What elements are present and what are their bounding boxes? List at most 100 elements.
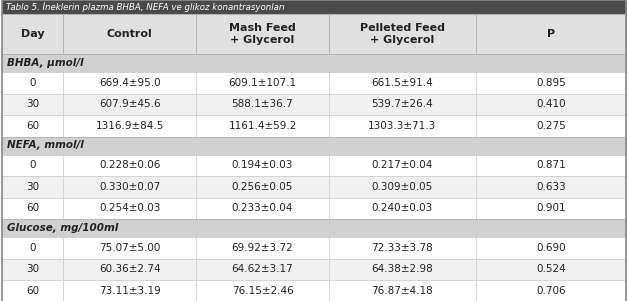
Text: 539.7±26.4: 539.7±26.4 (371, 99, 433, 109)
Bar (2, 0, 626, 14)
Bar (196, 176, 329, 197)
Bar (63, 176, 196, 197)
Bar (2, 14, 626, 54)
Bar (196, 259, 329, 280)
Text: 0.275: 0.275 (536, 121, 566, 131)
Bar (63, 259, 196, 280)
Bar (329, 197, 475, 219)
Bar (196, 72, 329, 94)
Bar (475, 197, 626, 219)
Text: Control: Control (107, 29, 153, 39)
Bar (475, 115, 626, 136)
Text: 0.330±0.07: 0.330±0.07 (99, 182, 160, 192)
Bar (196, 280, 329, 301)
Bar (2, 197, 63, 219)
Bar (63, 72, 196, 94)
Bar (2, 14, 63, 54)
Text: 609.1±107.1: 609.1±107.1 (229, 78, 296, 88)
Text: 0.228±0.06: 0.228±0.06 (99, 160, 160, 170)
Bar (2, 280, 63, 301)
Bar (196, 115, 329, 136)
Text: 60.36±2.74: 60.36±2.74 (99, 264, 160, 274)
Bar (63, 115, 196, 136)
Bar (475, 94, 626, 115)
Text: 0.871: 0.871 (536, 160, 566, 170)
Bar (63, 154, 196, 176)
Text: 669.4±95.0: 669.4±95.0 (99, 78, 160, 88)
Bar (329, 259, 475, 280)
Text: 69.92±3.72: 69.92±3.72 (232, 243, 293, 253)
Text: 64.62±3.17: 64.62±3.17 (232, 264, 293, 274)
Bar (2, 54, 626, 72)
Text: 0.309±0.05: 0.309±0.05 (372, 182, 433, 192)
Text: 30: 30 (26, 99, 39, 109)
Text: 1303.3±71.3: 1303.3±71.3 (368, 121, 436, 131)
Text: 0.706: 0.706 (536, 286, 566, 296)
Text: 0.633: 0.633 (536, 182, 566, 192)
Bar (2, 154, 63, 176)
Text: 60: 60 (26, 286, 39, 296)
Text: 0.233±0.04: 0.233±0.04 (232, 203, 293, 213)
Bar (2, 94, 63, 115)
Bar (329, 237, 475, 259)
Bar (2, 219, 626, 237)
Bar (329, 176, 475, 197)
Bar (196, 94, 329, 115)
Text: 588.1±36.7: 588.1±36.7 (232, 99, 293, 109)
Bar (329, 94, 475, 115)
Text: BHBA, μmol/l: BHBA, μmol/l (7, 58, 84, 68)
Text: 0.901: 0.901 (536, 203, 566, 213)
Text: 0.524: 0.524 (536, 264, 566, 274)
Bar (63, 197, 196, 219)
Text: Pelleted Feed
+ Glycerol: Pelleted Feed + Glycerol (360, 23, 445, 45)
Text: 0.256±0.05: 0.256±0.05 (232, 182, 293, 192)
Text: 1316.9±84.5: 1316.9±84.5 (95, 121, 164, 131)
Bar (196, 237, 329, 259)
Bar (475, 259, 626, 280)
Bar (475, 72, 626, 94)
Text: 0.194±0.03: 0.194±0.03 (232, 160, 293, 170)
Text: 0.690: 0.690 (536, 243, 566, 253)
Bar (2, 259, 63, 280)
Text: 0: 0 (30, 243, 36, 253)
Text: 0: 0 (30, 78, 36, 88)
Text: NEFA, mmol/l: NEFA, mmol/l (7, 141, 84, 150)
Bar (63, 94, 196, 115)
Text: 1161.4±59.2: 1161.4±59.2 (229, 121, 296, 131)
Bar (475, 280, 626, 301)
Bar (2, 237, 63, 259)
Text: 73.11±3.19: 73.11±3.19 (99, 286, 161, 296)
Bar (475, 154, 626, 176)
Bar (63, 280, 196, 301)
Bar (475, 237, 626, 259)
Bar (329, 115, 475, 136)
Bar (329, 14, 475, 54)
Bar (63, 14, 196, 54)
Text: P: P (547, 29, 555, 39)
Text: 76.15±2.46: 76.15±2.46 (232, 286, 293, 296)
Text: 0.217±0.04: 0.217±0.04 (372, 160, 433, 170)
Bar (329, 280, 475, 301)
Bar (2, 176, 63, 197)
Text: 607.9±45.6: 607.9±45.6 (99, 99, 160, 109)
Text: Day: Day (21, 29, 45, 39)
Bar (475, 176, 626, 197)
Text: 60: 60 (26, 121, 39, 131)
Bar (329, 154, 475, 176)
Text: Tablo 5. İneklerin plazma BHBA, NEFA ve glikoz konantrasyonları: Tablo 5. İneklerin plazma BHBA, NEFA ve … (6, 2, 284, 12)
Text: 0.895: 0.895 (536, 78, 566, 88)
Text: 0.240±0.03: 0.240±0.03 (372, 203, 433, 213)
Text: 76.87±4.18: 76.87±4.18 (371, 286, 433, 296)
Bar (2, 136, 626, 154)
Text: 661.5±91.4: 661.5±91.4 (371, 78, 433, 88)
Bar (196, 154, 329, 176)
Bar (2, 115, 63, 136)
Bar (196, 14, 329, 54)
Bar (196, 197, 329, 219)
Text: 64.38±2.98: 64.38±2.98 (371, 264, 433, 274)
Text: 30: 30 (26, 264, 39, 274)
Text: 60: 60 (26, 203, 39, 213)
Bar (475, 14, 626, 54)
Text: 30: 30 (26, 182, 39, 192)
Text: 75.07±5.00: 75.07±5.00 (99, 243, 160, 253)
